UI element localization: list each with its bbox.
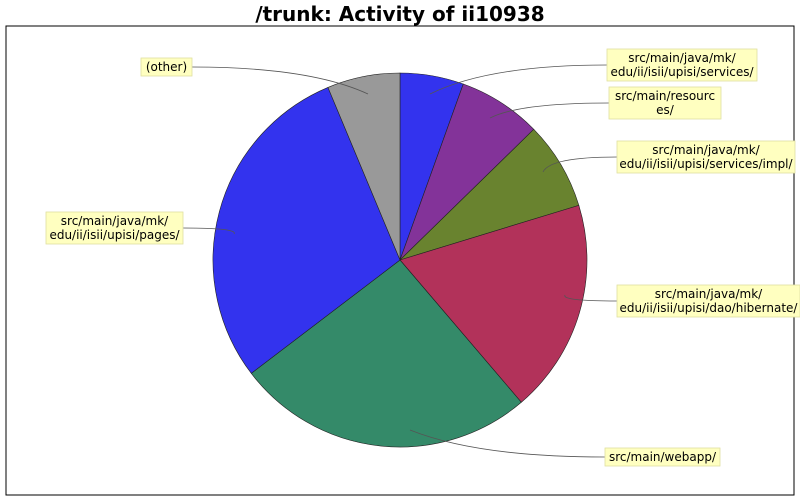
slice-label: src/main/java/mk/edu/ii/isii/upisi/dao/h… bbox=[620, 287, 799, 315]
slice-label-box bbox=[616, 284, 800, 318]
slice-label: (other) bbox=[146, 60, 187, 74]
label-leader-line bbox=[409, 429, 606, 458]
slice-label-box bbox=[604, 447, 721, 467]
slice-label-box bbox=[140, 57, 193, 77]
slice-label: src/main/java/mk/edu/ii/isii/upisi/pages… bbox=[49, 214, 180, 242]
slice-label-box bbox=[606, 48, 758, 82]
slice-label: src/main/webapp/ bbox=[609, 450, 717, 464]
chart-title: /trunk: Activity of ii10938 bbox=[255, 2, 544, 26]
slice-label-box bbox=[616, 140, 796, 174]
slice-label-box bbox=[608, 86, 722, 120]
pie-slice bbox=[212, 87, 401, 374]
label-leader-line bbox=[182, 227, 235, 235]
slice-label: src/main/java/mk/edu/ii/isii/upisi/servi… bbox=[610, 51, 754, 79]
label-leader-line bbox=[489, 102, 610, 119]
slice-label-box bbox=[45, 211, 184, 245]
label-leader-lines bbox=[182, 64, 618, 458]
label-leader-line bbox=[429, 64, 608, 95]
label-leader-line bbox=[542, 156, 618, 173]
pie-slice bbox=[399, 204, 588, 403]
pie-slice bbox=[250, 259, 522, 448]
pie-slice bbox=[327, 72, 401, 261]
slice-labels: src/main/java/mk/edu/ii/isii/upisi/servi… bbox=[45, 48, 800, 467]
slice-label: src/main/resourc es/ bbox=[615, 89, 715, 117]
pie-slices bbox=[212, 72, 588, 448]
label-leader-line bbox=[564, 294, 618, 302]
label-leader-line bbox=[191, 66, 369, 95]
slice-label: src/main/java/mk/edu/ii/isii/upisi/servi… bbox=[619, 143, 793, 171]
